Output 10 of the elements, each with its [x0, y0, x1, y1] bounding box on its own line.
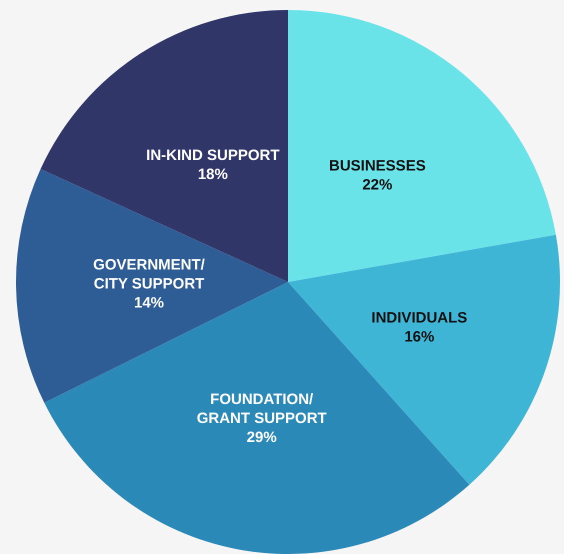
slice-label: BUSINESSES [328, 158, 426, 175]
slice-label: IN-KIND SUPPORT [146, 147, 280, 164]
data-label: 22% [362, 176, 392, 194]
slice-label: GOVERNMENT/ CITY SUPPORT [93, 256, 206, 293]
data-label: 29% [246, 428, 277, 446]
data-label: 18% [198, 166, 228, 184]
data-label: 14% [134, 294, 164, 312]
slice-label: FOUNDATION/ GRANT SUPPORT [196, 390, 327, 427]
slice-label: INDIVIDUALS [371, 309, 468, 326]
data-label: 16% [404, 328, 434, 346]
